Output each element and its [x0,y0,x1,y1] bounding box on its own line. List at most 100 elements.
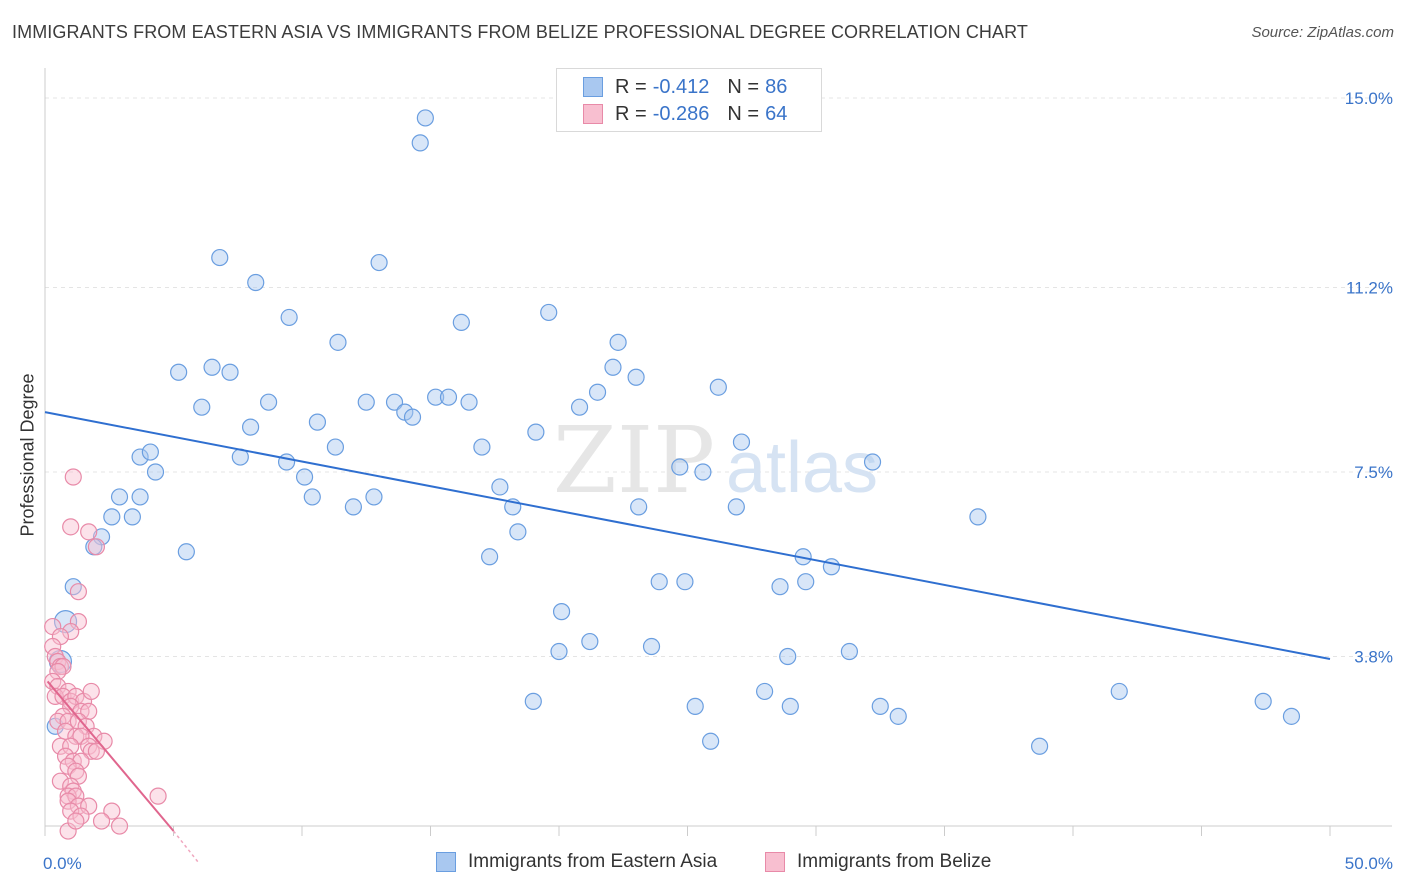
source-credit: Source: ZipAtlas.com [1251,24,1394,41]
point-s0-66 [552,603,571,621]
point-s0-21 [460,393,478,411]
point-s0-39 [110,488,129,506]
point-s1-53 [149,787,167,805]
point-s0-74 [755,682,774,701]
point-s0-63 [771,578,789,596]
point-s1-33 [56,722,75,740]
point-s0-4 [370,253,388,272]
point-s0-18 [385,393,404,411]
point-s0-43 [344,498,362,516]
point-s1-60 [92,812,111,830]
point-s1-57 [103,802,121,820]
point-s1-27 [80,702,98,720]
point-s0-85 [1030,737,1049,755]
point-s0-46 [630,498,648,516]
legend-item-belize[interactable]: Immigrants from Belize [765,851,991,873]
point-s0-2 [211,248,229,267]
swatch-eastern-asia [583,77,603,97]
trend-extension-s1 [172,830,200,864]
point-s0-20 [439,388,458,406]
point-s0-72 [840,642,859,661]
point-s0-82 [1282,707,1301,725]
point-s0-42 [365,488,383,506]
point-s1-48 [51,772,70,790]
point-s0-68 [581,632,599,651]
point-s1-0 [64,468,82,486]
point-s1-25 [54,707,72,725]
point-s1-40 [82,742,100,760]
point-s1-39 [62,737,80,755]
trend-line-s1 [46,680,175,832]
y-tick-label-0: 3.8% [1354,648,1393,667]
point-s0-34 [277,453,296,471]
point-s0-84 [702,732,720,750]
r-value: -0.286 [652,102,710,125]
point-s0-78 [781,697,799,715]
point-s1-58 [62,802,80,820]
point-s0-11 [203,358,221,376]
point-s0-58 [481,548,499,566]
legend-label: Immigrants from Belize [797,851,992,872]
point-s0-24 [570,398,589,416]
point-s0-62 [676,573,694,591]
point-s0-50 [863,453,882,471]
point-s0-65 [64,578,82,596]
point-s0-12 [221,363,239,381]
point-s0-80 [889,707,907,725]
point-s1-63 [67,812,85,830]
point-s0-10 [170,363,188,381]
point-s1-1 [62,518,80,536]
series-legend: Immigrants from Eastern Asia Immigrants … [0,851,1406,879]
trend-lines [44,411,1331,864]
point-s0-36 [473,438,491,456]
point-s0-47 [671,458,689,476]
point-s0-5 [280,308,298,327]
y-tick-label-1: 7.5% [1354,463,1393,482]
stats-legend: R = -0.412 N = 86 R = -0.286 N = 64 [556,68,822,132]
point-s0-48 [694,463,712,481]
point-s1-54 [59,792,77,810]
legend-item-eastern-asia[interactable]: Immigrants from Eastern Asia [436,851,717,873]
point-s0-35 [326,438,345,456]
point-s1-50 [64,782,82,800]
r-label: R = [615,102,647,125]
watermark-zip: ZIP [553,407,715,514]
series-belize [44,468,167,840]
point-s1-9 [44,637,62,656]
point-s1-13 [54,657,72,676]
y-tick-label-3: 15.0% [1345,89,1393,108]
n-value: 64 [765,102,788,125]
point-s1-46 [67,762,85,780]
point-s0-23 [403,408,422,426]
point-s0-79 [871,697,889,715]
point-s0-40 [131,488,149,506]
x-tick-label-max: 50.0% [1345,854,1393,873]
point-s1-44 [72,752,90,770]
point-s0-55 [509,523,527,541]
n-value: 86 [765,75,788,98]
point-s0-61 [650,573,668,591]
point-s0-7 [452,313,470,331]
y-tick-label-2: 11.2% [1346,278,1393,297]
point-s0-67 [53,609,78,634]
point-s0-75 [1110,682,1128,701]
point-s0-13 [604,358,622,376]
point-s0-17 [357,393,375,411]
point-s1-59 [72,807,90,825]
axes [44,68,1392,836]
grid-lines [45,97,1392,658]
series-eastern-asia [46,109,1301,755]
tick-labels: 3.8% 7.5% 11.2% 15.0% 0.0% 50.0% [43,89,1393,873]
n-label: N = [727,102,760,125]
point-s1-3 [87,538,106,556]
point-s0-31 [131,448,149,466]
point-s0-29 [527,423,545,441]
point-s0-38 [295,468,314,486]
point-s0-19 [427,388,445,406]
point-s0-53 [123,508,141,526]
point-s0-64 [797,573,815,591]
point-s1-11 [49,652,67,671]
trend-line-s0 [44,411,1331,660]
point-s0-76 [524,692,542,710]
